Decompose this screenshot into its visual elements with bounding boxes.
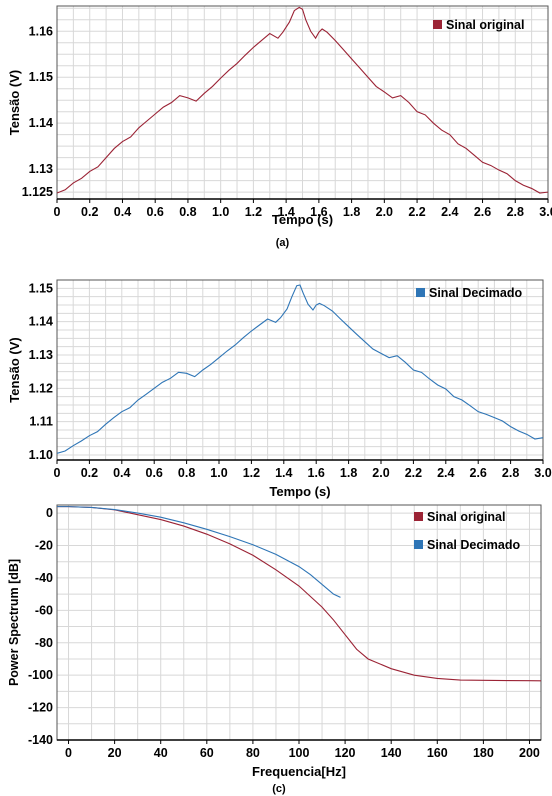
y-tick-label: 1.10 <box>29 448 53 462</box>
x-tick-label: 80 <box>246 746 260 760</box>
x-tick-label: 120 <box>335 746 356 760</box>
x-tick-label: 2.0 <box>372 466 389 480</box>
x-tick-label: 0.8 <box>178 466 195 480</box>
y-tick-label: -40 <box>35 571 53 585</box>
x-tick-label: 0.6 <box>147 205 164 219</box>
x-tick-label: 1.2 <box>245 205 262 219</box>
x-tick-label: 0.2 <box>81 205 98 219</box>
legend-label: Sinal original <box>427 510 506 524</box>
y-tick-label: -100 <box>28 668 53 682</box>
y-axis-label: Tensão (V) <box>7 70 22 136</box>
x-tick-label: 1.0 <box>212 205 229 219</box>
x-tick-label: 1.0 <box>210 466 227 480</box>
chart-panel-2: 0 0.2 0.4 0.6 0.8 1.0 1.2 1.4 1.6 1.8 2.0 2.2 2.4 2.6… <box>7 279 552 499</box>
x-tick-label: 2.8 <box>507 205 524 219</box>
legend-swatch <box>414 512 423 521</box>
x-tick-label: 160 <box>427 746 448 760</box>
legend-swatch <box>416 288 425 297</box>
x-tick-label: 0.2 <box>81 466 98 480</box>
x-tick-label: 3.0 <box>534 466 551 480</box>
x-tick-label: 1.8 <box>340 466 357 480</box>
legend-label: Sinal Decimado <box>427 538 520 552</box>
x-tick-label: 2.4 <box>441 205 458 219</box>
x-tick-label: 0.8 <box>179 205 196 219</box>
x-tick-label: 40 <box>154 746 168 760</box>
figure-caption: (c) <box>272 783 286 795</box>
y-tick-label: -20 <box>35 539 53 553</box>
grid-lines <box>56 279 544 460</box>
y-tick-label: 1.13 <box>29 348 53 362</box>
x-tick-label: 2.2 <box>405 466 422 480</box>
series-line-sinal-decimado <box>57 284 543 454</box>
x-tick-label: 140 <box>381 746 402 760</box>
x-tick-label: 2.2 <box>408 205 425 219</box>
x-tick-label: 2.8 <box>502 466 519 480</box>
grid-lines <box>56 6 549 199</box>
x-tick-label: 3.0 <box>539 205 552 219</box>
x-tick-label: 2.0 <box>376 205 393 219</box>
x-tick-label: 1.4 <box>277 205 294 219</box>
x-tick-label: 2.4 <box>437 466 454 480</box>
y-tick-label: 1.12 <box>29 381 53 395</box>
x-tick-label: 200 <box>519 746 540 760</box>
y-tick-label: 0 <box>46 506 53 520</box>
x-tick-label: 1.8 <box>343 205 360 219</box>
y-tick-label: 1.15 <box>29 70 53 84</box>
series-line-sinal-original <box>57 6 548 194</box>
x-tick-label: 0.4 <box>114 205 131 219</box>
y-axis-label: Tensão (V) <box>7 337 22 403</box>
y-axis-label: Power Spectrum [dB] <box>7 559 21 686</box>
legend-label: Sinal original <box>446 18 525 32</box>
x-tick-label: 180 <box>473 746 494 760</box>
legend-swatch <box>414 540 423 549</box>
x-axis-label: Tempo (s) <box>272 212 333 227</box>
y-tick-label: -80 <box>35 636 53 650</box>
series-line-sinal-decimado <box>57 506 341 598</box>
x-axis-label: Tempo (s) <box>269 484 330 499</box>
y-tick-label: 1.125 <box>22 185 53 199</box>
x-tick-label: 100 <box>289 746 310 760</box>
x-tick-label: 1.6 <box>308 466 325 480</box>
y-tick-label: -140 <box>28 733 53 747</box>
chart-panel-1: 0 0.2 0.4 0.6 0.8 1.0 1.2 1.4 1.6 1.8 2.0 2.2 2.4 2.6… <box>7 5 552 249</box>
y-tick-label: -60 <box>35 603 53 617</box>
x-tick-label: 1.4 <box>275 466 292 480</box>
x-tick-label: 2.6 <box>474 205 491 219</box>
x-tick-label: 0 <box>54 205 61 219</box>
y-tick-label: 1.14 <box>29 315 53 329</box>
x-tick-label: 60 <box>200 746 214 760</box>
x-tick-label: 0.4 <box>113 466 130 480</box>
series-line-sinal-original <box>57 506 541 682</box>
y-tick-label: 1.14 <box>29 116 53 130</box>
x-tick-label: 1.2 <box>243 466 260 480</box>
legend-swatch <box>433 20 442 29</box>
y-tick-label: 1.13 <box>29 162 53 176</box>
x-axis-label: Frequencia[Hz] <box>252 764 346 779</box>
y-tick-label: 1.16 <box>29 24 53 38</box>
legend-label: Sinal Decimado <box>429 286 522 300</box>
figure-caption: (a) <box>276 237 290 249</box>
x-tick-label: 2.6 <box>470 466 487 480</box>
x-tick-label: 20 <box>108 746 122 760</box>
y-tick-label: 1.15 <box>29 281 53 295</box>
grid-lines <box>57 505 541 741</box>
x-tick-label: 1.6 <box>310 205 327 219</box>
x-tick-label: 0 <box>54 466 61 480</box>
chart-panel-3: 0 20 40 60 80 100 120 140 160 180 200 0 -20 -40 -60 -80… <box>7 504 542 795</box>
y-tick-label: -120 <box>28 701 53 715</box>
x-tick-label: 0 <box>65 746 72 760</box>
y-tick-label: 1.11 <box>29 415 53 429</box>
x-tick-label: 0.6 <box>146 466 163 480</box>
